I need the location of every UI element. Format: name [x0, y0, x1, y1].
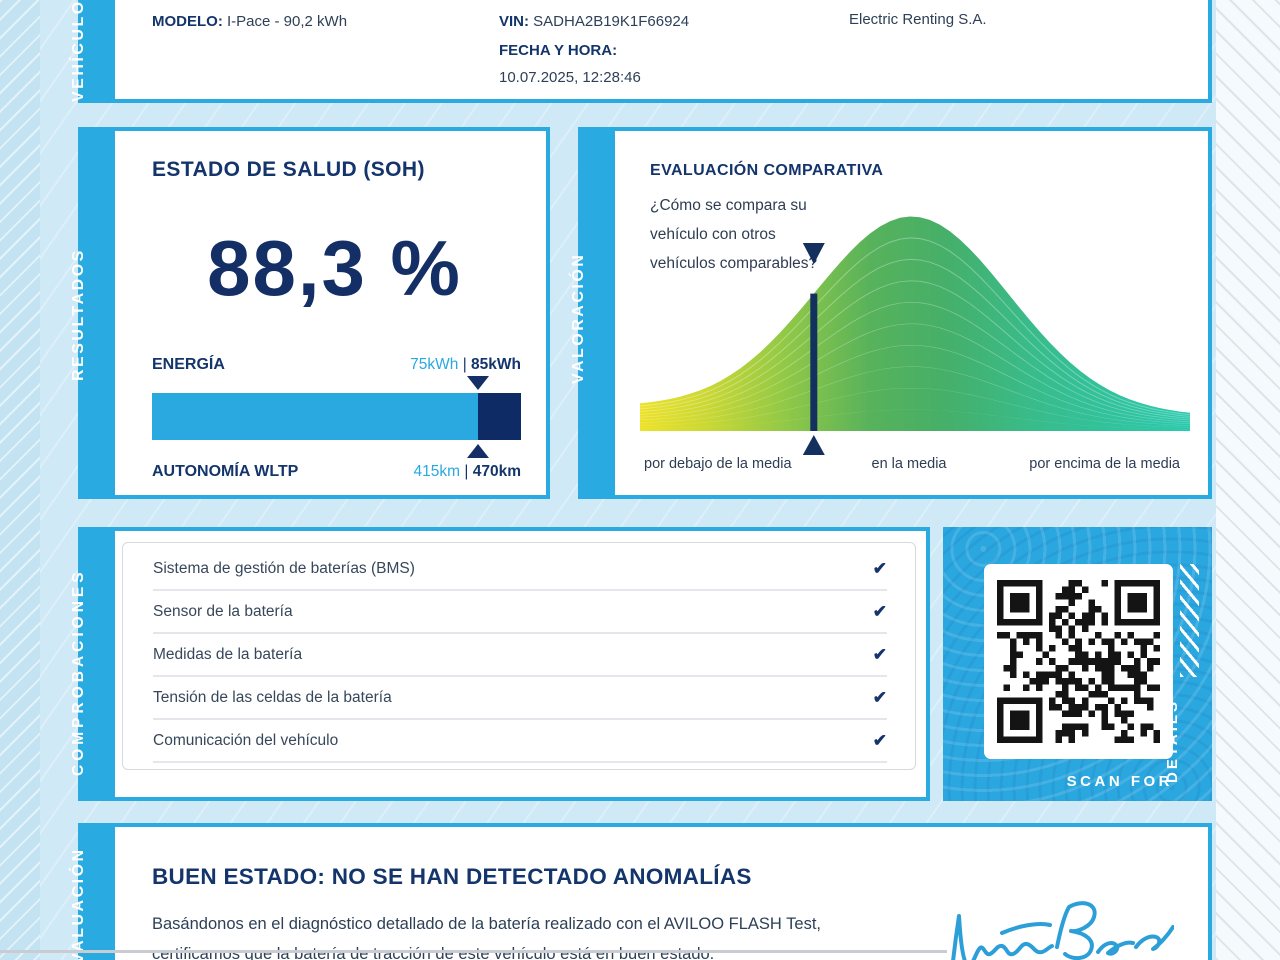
company-name: Electric Renting S.A.: [849, 11, 987, 28]
checklist: Sistema de gestión de baterías (BMS) ✔ Sen…: [122, 542, 916, 770]
check-item-label: Sistema de gestión de baterías (BMS): [153, 559, 415, 577]
valoracion-section-strip: VALORACIÓN: [570, 131, 615, 495]
qr-panel: DETAILS SCAN FOR: [943, 527, 1212, 801]
resultados-section-strip: RESULTADOS: [70, 131, 115, 495]
energia-label: ENERGÍA: [152, 356, 225, 373]
check-item-row: Sistema de gestión de baterías (BMS) ✔: [153, 548, 887, 591]
scan-for-label: SCAN FOR: [1066, 773, 1173, 790]
vin-value: SADHA2B19K1F66924: [533, 13, 690, 30]
modelo-label: MODELO:: [152, 13, 223, 30]
vehicle-vin-date-field: VIN: SADHA2B19K1F66924 FECHA Y HORA: 10.…: [499, 12, 689, 88]
autonomia-values: 415km | 470km: [414, 463, 521, 481]
comparison-title: EVALUACIÓN COMPARATIVA: [650, 162, 884, 179]
autonomia-label: AUTONOMÍA WLTP: [152, 463, 299, 480]
range-row: AUTONOMÍA WLTP 415km | 470km: [152, 463, 521, 481]
qr-code: [997, 580, 1160, 743]
resultados-section-label: RESULTADOS: [70, 248, 87, 381]
energia-reference: 85kWh: [471, 356, 521, 373]
check-item-row: Medidas de la batería ✔: [153, 634, 887, 677]
checkmark-icon: ✔: [872, 601, 887, 621]
panel-comprobaciones: COMPROBACIONES Sistema de gestión de bat…: [70, 527, 930, 801]
check-item-row: Tensión de las celdas de la batería ✔: [153, 677, 887, 720]
soh-value: 88,3 %: [207, 224, 462, 312]
page-left-margin-pattern: [0, 0, 40, 960]
energia-current: 75kWh: [410, 356, 459, 373]
autonomia-current: 415km: [413, 463, 461, 480]
signature-graphic: [951, 901, 1174, 960]
modelo-value: I-Pace - 90,2 kWh: [227, 13, 348, 30]
comparison-question: ¿Cómo se compara su vehículo con otros v…: [650, 197, 818, 272]
energia-values: 75kWh | 85kWh: [410, 356, 521, 374]
verdict-body: Basándonos en el diagnóstico detallado d…: [152, 915, 821, 960]
axis-label-above-average: por encima de la media: [1029, 456, 1180, 472]
autonomia-reference: 470km: [472, 463, 521, 480]
axis-label-average: en la media: [871, 456, 947, 472]
panel-vehiculo: VEHÍCULO MODELO: I-Pace - 90,2 kWh VIN: …: [70, 0, 1212, 103]
verdict-title: BUEN ESTADO: NO SE HAN DETECTADO ANOMALÍ…: [152, 864, 752, 889]
fecha-value: 10.07.2025, 12:28:46: [499, 69, 641, 86]
soh-title: ESTADO DE SALUD (SOH): [152, 158, 425, 181]
valoracion-section-label: VALORACIÓN: [570, 252, 587, 384]
panel-valoracion: VALORACIÓN EVALUACIÓN COMPARATIVA ¿Cómo …: [570, 127, 1212, 499]
check-item-row: Sensor de la batería ✔: [153, 591, 887, 634]
page-right-margin-pattern: [1216, 0, 1280, 960]
evaluacion-section-strip: EVALUACIÓN: [70, 827, 115, 960]
check-item-label: Sensor de la batería: [153, 602, 293, 620]
bar-marker-top-icon: [466, 376, 489, 390]
qr-card: [984, 564, 1173, 759]
check-item-label: Comunicación del vehículo: [153, 731, 339, 749]
evaluacion-section-label: EVALUACIÓN: [70, 847, 87, 960]
energy-bar-fill: [152, 393, 478, 440]
check-item-label: Medidas de la batería: [153, 645, 303, 663]
comprobaciones-section-strip: COMPROBACIONES: [70, 531, 115, 797]
energy-row: ENERGÍA 75kWh | 85kWh: [152, 356, 521, 374]
fecha-label: FECHA Y HORA:: [499, 42, 618, 59]
panel-resultados: RESULTADOS ESTADO DE SALUD (SOH) 88,3 % …: [70, 127, 550, 499]
vehiculo-section-strip: VEHÍCULO: [70, 0, 115, 102]
panel-evaluacion: EVALUACIÓN BUEN ESTADO: NO SE HAN DETECT…: [70, 823, 1212, 960]
page-bottom-divider: [0, 950, 947, 953]
vin-label: VIN:: [499, 13, 529, 30]
details-label: DETAILS: [1164, 698, 1181, 783]
energia-separator: |: [462, 356, 467, 373]
axis-label-below-average: por debajo de la media: [644, 456, 792, 472]
energy-bar: [152, 393, 521, 440]
checkmark-icon: ✔: [872, 558, 887, 578]
checkmark-icon: ✔: [872, 644, 887, 664]
vehicle-model-field: MODELO: I-Pace - 90,2 kWh: [152, 12, 347, 32]
check-item-label: Tensión de las celdas de la batería: [153, 688, 392, 706]
comprobaciones-section-label: COMPROBACIONES: [70, 568, 87, 776]
hatch-stripes-icon: [1180, 564, 1199, 677]
checkmark-icon: ✔: [872, 730, 887, 750]
bar-marker-bottom-icon: [466, 444, 489, 458]
autonomia-separator: |: [464, 463, 469, 480]
checkmark-icon: ✔: [872, 687, 887, 707]
check-item-row: Comunicación del vehículo ✔: [153, 720, 887, 763]
vehiculo-section-label: VEHÍCULO: [70, 0, 87, 102]
